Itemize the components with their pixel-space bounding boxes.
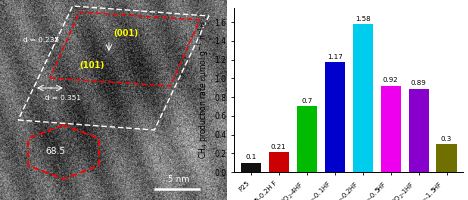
Bar [269,152,289,172]
Text: (101): (101) [80,61,105,70]
Text: 1.58: 1.58 [355,16,371,22]
Text: 5 nm: 5 nm [168,175,190,184]
Text: 1.17: 1.17 [327,54,343,60]
Text: 0.21: 0.21 [271,144,286,150]
Text: 68.5: 68.5 [45,147,66,156]
Y-axis label: CH$_4$ production rate （μmol g$^{-1}$ h$^{-1}$）: CH$_4$ production rate （μmol g$^{-1}$ h$… [197,21,212,159]
Bar [409,89,429,172]
Text: d = 0.235: d = 0.235 [23,37,58,43]
Bar [437,144,457,172]
Text: 0.7: 0.7 [301,98,312,104]
Text: 0.3: 0.3 [441,136,452,142]
Text: 0.89: 0.89 [411,80,426,86]
Bar [325,62,345,172]
Bar [241,163,261,172]
Text: 0.92: 0.92 [383,77,398,83]
Text: d = 0.351: d = 0.351 [45,95,81,101]
Bar [352,24,373,172]
Bar [297,106,317,172]
Bar [380,86,401,172]
Text: (001): (001) [114,29,139,38]
Text: 0.1: 0.1 [245,154,256,160]
